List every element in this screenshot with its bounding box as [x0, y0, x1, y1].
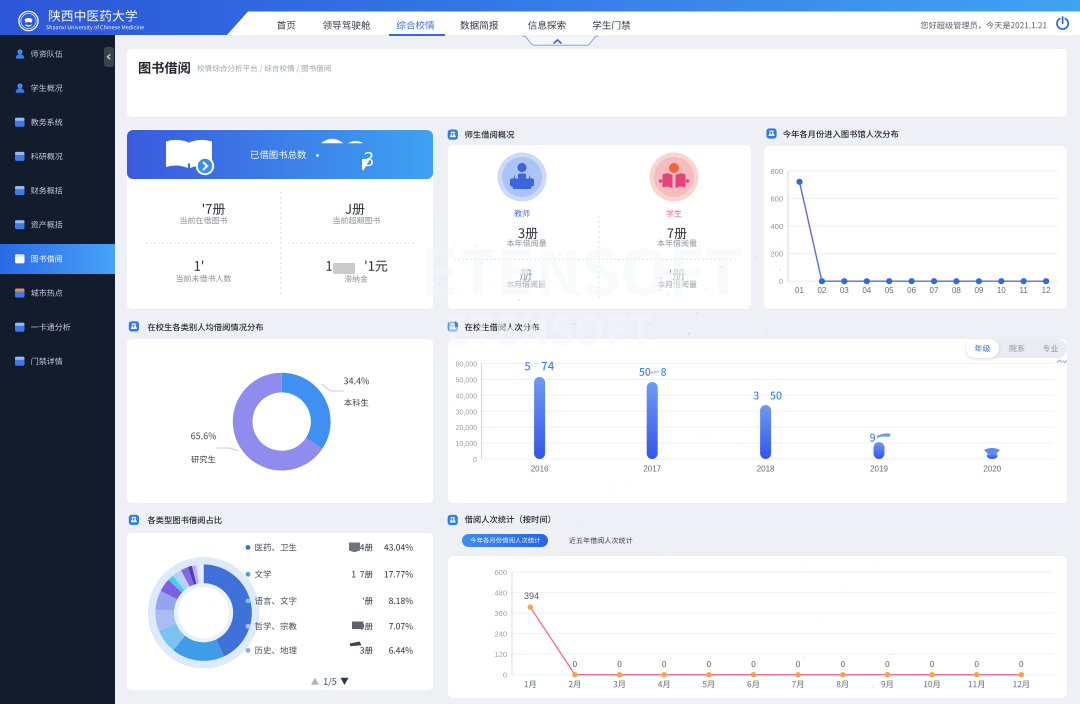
svg-text:0: 0	[573, 660, 578, 669]
svg-text:40,000: 40,000	[456, 393, 478, 400]
svg-text:0: 0	[974, 660, 979, 669]
svg-text:800: 800	[770, 167, 783, 176]
svg-text:200: 200	[770, 250, 783, 259]
svg-text:2019: 2019	[870, 465, 888, 474]
svg-text:2018: 2018	[757, 465, 775, 474]
svg-text:0: 0	[1019, 660, 1024, 669]
svg-text:04: 04	[862, 286, 871, 295]
svg-text:11: 11	[1020, 286, 1029, 295]
svg-text:480: 480	[494, 588, 507, 597]
svg-text:0: 0	[779, 277, 783, 286]
svg-text:2020: 2020	[983, 465, 1001, 474]
svg-text:50,000: 50,000	[456, 377, 478, 384]
svg-text:0: 0	[796, 660, 801, 669]
svg-text:0: 0	[930, 660, 935, 669]
svg-text:240: 240	[494, 630, 507, 639]
svg-text:0: 0	[503, 671, 507, 680]
svg-text:20,000: 20,000	[456, 425, 478, 432]
svg-text:02: 02	[817, 286, 826, 295]
svg-text:0: 0	[885, 660, 890, 669]
svg-text:10: 10	[997, 286, 1006, 295]
svg-text:600: 600	[770, 194, 783, 203]
svg-text:01: 01	[795, 286, 804, 295]
svg-text:120: 120	[494, 650, 507, 659]
svg-text:60,000: 60,000	[456, 362, 478, 369]
svg-text:0: 0	[662, 660, 667, 669]
svg-text:600: 600	[494, 568, 507, 577]
svg-text:400: 400	[770, 222, 783, 231]
svg-text:07: 07	[930, 286, 939, 295]
svg-text:09: 09	[974, 286, 983, 295]
svg-text:30,000: 30,000	[456, 409, 478, 416]
svg-text:360: 360	[494, 609, 507, 618]
svg-text:06: 06	[907, 286, 916, 295]
svg-text:2016: 2016	[531, 465, 549, 474]
svg-text:12: 12	[1042, 286, 1051, 295]
svg-text:0: 0	[707, 660, 712, 669]
svg-text:0: 0	[751, 660, 756, 669]
svg-text:0: 0	[617, 660, 622, 669]
svg-text:0: 0	[473, 457, 477, 464]
svg-text:08: 08	[952, 286, 961, 295]
svg-text:10,000: 10,000	[456, 441, 478, 448]
svg-text:03: 03	[840, 286, 849, 295]
svg-text:05: 05	[885, 286, 894, 295]
svg-text:0: 0	[841, 660, 846, 669]
svg-text:2017: 2017	[643, 465, 661, 474]
svg-text:394: 394	[524, 591, 539, 601]
